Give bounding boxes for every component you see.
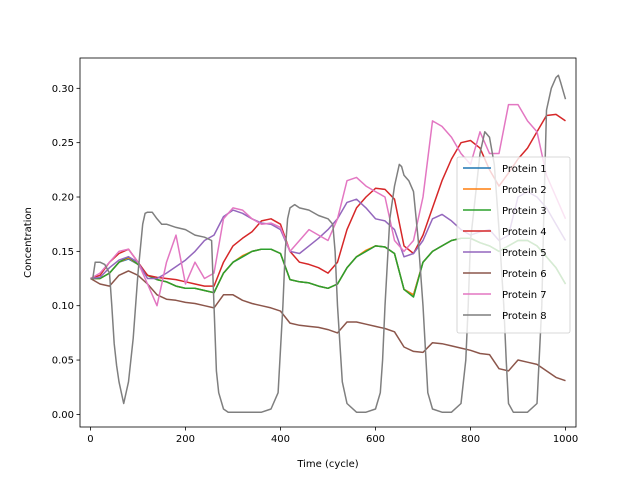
series-layer	[90, 74, 567, 413]
x-tick-label: 200	[176, 434, 195, 445]
x-axis-label: Time (cycle)	[296, 459, 358, 470]
y-tick-label: 0.10	[52, 301, 74, 312]
series-line-protein-6	[90, 270, 566, 382]
y-axis-label: Concentration	[23, 207, 34, 278]
legend-label: Protein 4	[502, 227, 547, 238]
y-tick-label: 0.00	[52, 410, 74, 421]
x-tick-label: 1000	[553, 434, 578, 445]
legend-label: Protein 2	[502, 185, 547, 196]
y-axis-ticks: 0.00 0.05 0.10 0.15 0.20 0.25 0.30	[52, 84, 80, 421]
legend-label: Protein 1	[502, 164, 547, 175]
legend-label: Protein 8	[502, 311, 547, 322]
x-axis-ticks: 0 200 400 600 800 1000	[87, 427, 578, 445]
y-tick-label: 0.30	[52, 84, 74, 95]
legend-label: Protein 6	[502, 269, 547, 280]
legend-label: Protein 7	[502, 290, 547, 301]
y-tick-label: 0.25	[52, 138, 74, 149]
x-tick-label: 800	[461, 434, 480, 445]
y-tick-label: 0.05	[52, 356, 74, 367]
y-tick-label: 0.20	[52, 193, 74, 204]
x-tick-label: 400	[271, 434, 290, 445]
x-tick-label: 0	[87, 434, 93, 445]
legend-label: Protein 5	[502, 248, 547, 259]
legend-label: Protein 3	[502, 206, 547, 217]
series-line-protein-7	[90, 103, 567, 307]
x-tick-label: 600	[366, 434, 385, 445]
legend-box	[456, 156, 571, 334]
plot-area-frame	[79, 57, 577, 428]
legend: Protein 1 Protein 2 Protein 3 Protein 4 Prot…	[456, 156, 571, 334]
y-tick-label: 0.15	[52, 247, 74, 258]
